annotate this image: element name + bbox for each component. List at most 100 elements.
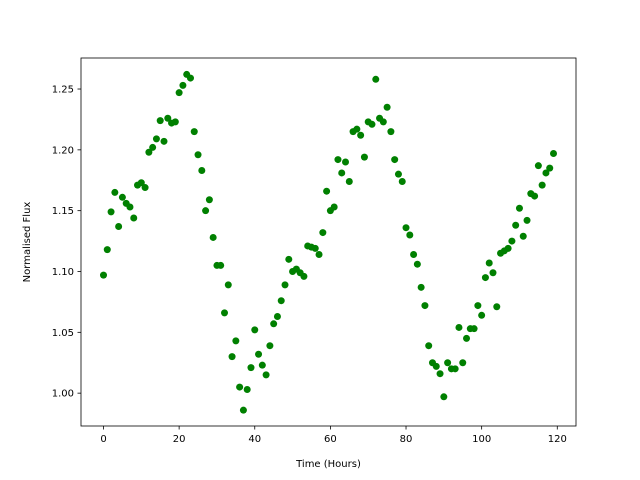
point	[534, 162, 542, 170]
point	[194, 151, 202, 159]
point	[118, 193, 126, 201]
x-tick-label: 0	[100, 434, 106, 445]
point	[436, 370, 444, 378]
point	[217, 261, 225, 269]
x-tick-label: 40	[248, 434, 261, 445]
point	[538, 181, 546, 189]
point	[202, 207, 210, 215]
point	[285, 255, 293, 263]
x-tick-label: 60	[324, 434, 337, 445]
point	[353, 125, 361, 133]
point	[266, 342, 274, 350]
point	[126, 203, 134, 211]
point	[255, 350, 263, 358]
point	[432, 362, 440, 370]
point	[164, 114, 172, 122]
point	[440, 393, 448, 401]
plot-frame	[80, 57, 577, 427]
point	[239, 406, 247, 414]
point	[273, 313, 281, 321]
point	[387, 128, 395, 136]
point	[512, 221, 520, 229]
point	[463, 334, 471, 342]
point	[523, 216, 531, 224]
y-axis-label: Normalised Flux	[22, 202, 33, 283]
point	[493, 303, 501, 311]
point	[175, 89, 183, 97]
point	[546, 164, 554, 172]
point	[481, 274, 489, 282]
point	[100, 271, 107, 279]
x-axis-label: Time (Hours)	[295, 459, 361, 470]
y-tick-label: 1.15	[52, 206, 74, 217]
point	[190, 128, 198, 136]
point	[459, 359, 467, 367]
point	[444, 359, 452, 367]
point	[232, 337, 240, 345]
point	[149, 143, 157, 151]
point	[489, 269, 497, 277]
point	[247, 364, 255, 372]
point	[160, 137, 168, 145]
point	[270, 320, 278, 328]
point	[478, 311, 486, 319]
point	[258, 361, 266, 369]
point	[198, 167, 206, 175]
point	[323, 187, 331, 195]
point	[103, 246, 111, 254]
point	[152, 135, 160, 143]
point	[413, 260, 421, 268]
x-tick-label: 100	[472, 434, 491, 445]
point	[455, 323, 463, 331]
point	[300, 272, 308, 280]
point	[205, 196, 213, 204]
point	[531, 192, 539, 200]
point	[519, 232, 527, 240]
point	[391, 156, 399, 164]
point	[315, 250, 323, 258]
point	[115, 222, 123, 230]
point	[209, 233, 217, 241]
point	[550, 149, 557, 157]
point	[262, 371, 270, 379]
point	[542, 169, 550, 177]
point	[319, 229, 327, 237]
point	[330, 203, 338, 211]
point	[394, 170, 402, 178]
point	[224, 281, 232, 289]
point	[334, 156, 342, 164]
point	[474, 302, 482, 310]
point	[186, 74, 194, 82]
point	[145, 148, 153, 156]
y-tick-label: 1.05	[52, 328, 74, 339]
point	[137, 179, 145, 187]
x-tick-label: 20	[173, 434, 186, 445]
point	[277, 297, 285, 305]
point	[398, 177, 406, 185]
point	[470, 325, 478, 333]
point	[379, 118, 387, 126]
point	[360, 153, 368, 161]
point	[383, 103, 391, 111]
point	[221, 309, 229, 317]
point	[406, 231, 414, 239]
point	[342, 158, 350, 166]
point	[236, 383, 244, 391]
point	[228, 353, 236, 361]
point	[368, 120, 376, 128]
point	[451, 365, 459, 373]
point	[111, 188, 119, 196]
point	[372, 75, 380, 83]
point	[281, 281, 289, 289]
x-tick-label: 120	[548, 434, 567, 445]
point	[485, 259, 493, 267]
point	[251, 326, 259, 334]
point	[345, 177, 353, 185]
point	[508, 237, 516, 245]
point	[504, 244, 512, 252]
x-tick-label: 80	[400, 434, 413, 445]
y-tick-label: 1.00	[52, 389, 74, 400]
point	[410, 250, 418, 258]
